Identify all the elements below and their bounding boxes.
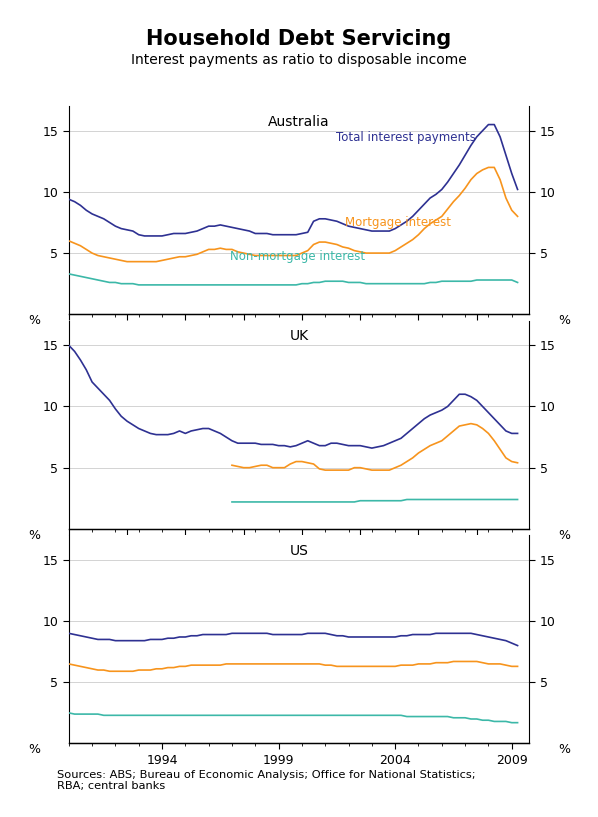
Text: %: % [558,529,570,542]
Text: Australia: Australia [268,114,330,128]
Text: %: % [28,315,40,328]
Text: %: % [558,315,570,328]
Text: Mortgage interest: Mortgage interest [345,217,451,230]
Text: %: % [28,743,40,757]
Text: Household Debt Servicing: Household Debt Servicing [147,29,451,48]
Text: Interest payments as ratio to disposable income: Interest payments as ratio to disposable… [131,53,467,67]
Text: %: % [28,529,40,542]
Text: %: % [558,743,570,757]
Text: UK: UK [289,329,309,343]
Text: Sources: ABS; Bureau of Economic Analysis; Office for National Statistics;
RBA; : Sources: ABS; Bureau of Economic Analysi… [57,770,475,791]
Text: Non-mortgage interest: Non-mortgage interest [230,250,365,263]
Text: US: US [289,544,309,558]
Text: Total interest payments: Total interest payments [336,132,476,144]
